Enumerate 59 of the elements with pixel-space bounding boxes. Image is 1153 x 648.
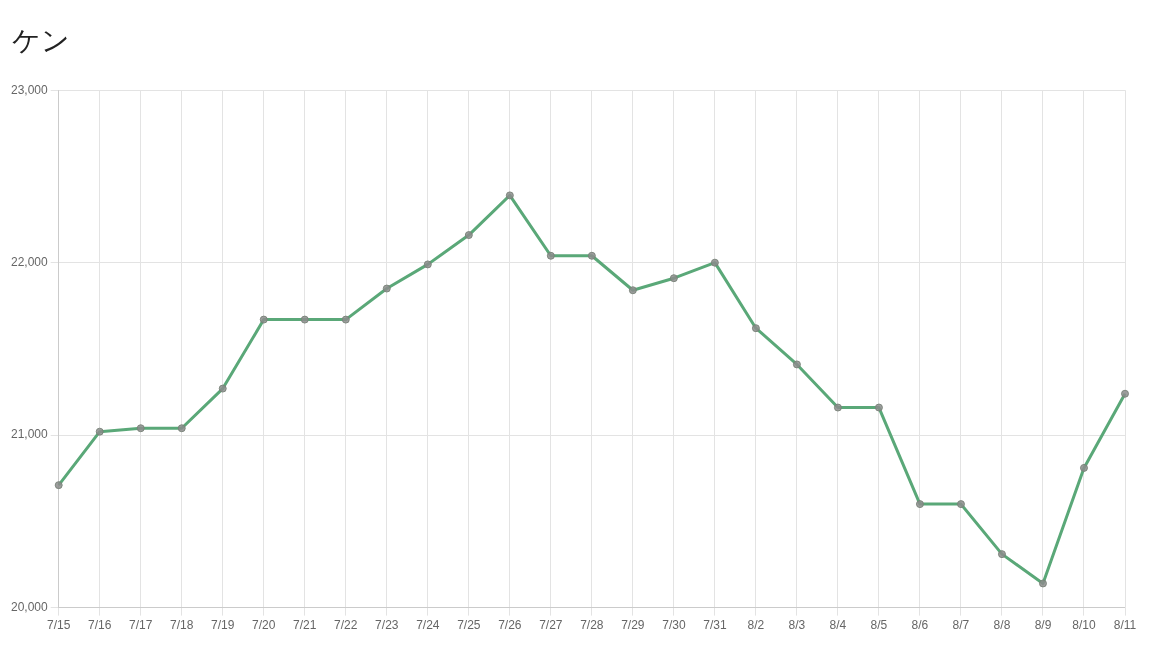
point xyxy=(915,500,924,509)
x-tick-label: 8/6 xyxy=(911,618,929,633)
point xyxy=(792,360,801,369)
point xyxy=(587,251,596,260)
x-tick-label: 7/22 xyxy=(334,618,358,633)
x-tick-label: 8/2 xyxy=(747,618,765,633)
point xyxy=(710,258,719,267)
point xyxy=(1121,389,1129,398)
x-tick-label: 7/23 xyxy=(375,618,399,633)
x-tick-label: 7/31 xyxy=(703,618,727,633)
x-tick-label: 7/21 xyxy=(293,618,317,633)
point xyxy=(1079,463,1088,472)
x-tick-label: 8/3 xyxy=(788,618,806,633)
point xyxy=(218,384,227,393)
x-tick-label: 7/16 xyxy=(88,618,112,633)
point xyxy=(382,284,391,293)
x-tick-label: 7/20 xyxy=(252,618,276,633)
point xyxy=(464,231,473,240)
x-tick-label: 7/17 xyxy=(129,618,153,633)
point xyxy=(956,500,965,509)
x-tick-label: 8/4 xyxy=(829,618,847,633)
x-tick-label: 8/8 xyxy=(993,618,1011,633)
x-tick-label: 7/30 xyxy=(662,618,686,633)
x-tick-label: 7/18 xyxy=(170,618,194,633)
x-tick-label: 8/9 xyxy=(1034,618,1052,633)
point xyxy=(546,251,555,260)
y-tick-label: 22,000 xyxy=(11,254,49,269)
x-tick-label: 7/19 xyxy=(211,618,235,633)
y-tick-label: 21,000 xyxy=(11,427,49,442)
point xyxy=(628,286,637,295)
point xyxy=(997,550,1006,559)
x-tick-label: 8/5 xyxy=(870,618,888,633)
chart-title: ケン xyxy=(11,23,71,59)
x-tick-label: 8/10 xyxy=(1072,618,1096,633)
point xyxy=(505,191,514,200)
x-tick-label: 7/28 xyxy=(580,618,604,633)
y-tick-label: 20,000 xyxy=(11,599,49,614)
point xyxy=(95,427,104,436)
point xyxy=(423,260,432,269)
point xyxy=(300,315,309,324)
x-tick-label: 7/26 xyxy=(498,618,522,633)
x-tick-label: 7/24 xyxy=(416,618,440,633)
x-tick-label: 8/7 xyxy=(952,618,970,633)
x-tick-label: 7/27 xyxy=(539,618,563,633)
point xyxy=(1038,579,1047,588)
x-tick-label: 7/25 xyxy=(457,618,481,633)
y-tick-label: 23,000 xyxy=(11,82,49,97)
point xyxy=(54,481,63,490)
point xyxy=(341,315,350,324)
point xyxy=(136,424,145,433)
point xyxy=(177,424,186,433)
x-tick-label: 8/11 xyxy=(1113,618,1137,633)
point xyxy=(833,403,842,412)
point xyxy=(751,324,760,333)
x-tick-label: 7/15 xyxy=(47,618,71,633)
point xyxy=(669,274,678,283)
point xyxy=(259,315,268,324)
point xyxy=(874,403,883,412)
x-tick-label: 7/29 xyxy=(621,618,645,633)
